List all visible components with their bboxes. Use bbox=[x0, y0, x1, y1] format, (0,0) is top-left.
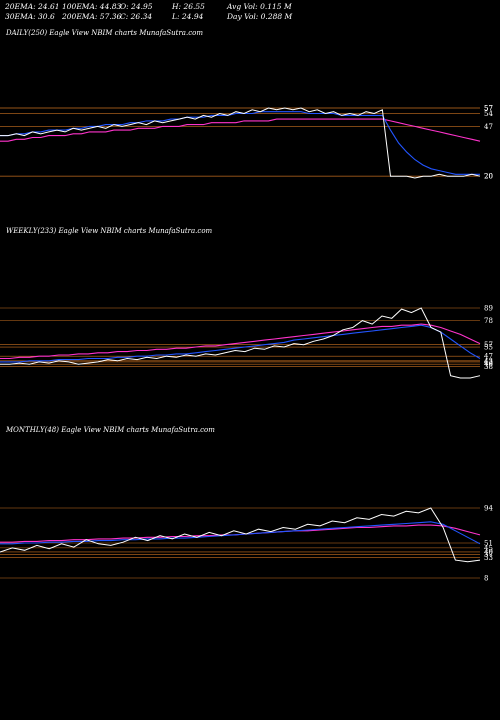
level-label: 43 bbox=[484, 357, 493, 365]
level-label: 20 bbox=[484, 173, 493, 181]
ema-short-line bbox=[0, 111, 480, 175]
level-label: 42 bbox=[484, 358, 493, 366]
avg-vol-stat: Avg Vol: 0.115 M bbox=[227, 2, 292, 11]
ema100-stat: 100EMA: 44.83 bbox=[62, 2, 122, 11]
monthly-panel-title: MONTHLY(48) Eagle View NBIM charts Munaf… bbox=[6, 426, 215, 434]
level-label: 37 bbox=[484, 551, 493, 559]
level-label: 45 bbox=[484, 544, 493, 552]
level-label: 57 bbox=[484, 341, 493, 349]
level-label: 55 bbox=[484, 344, 493, 352]
high-stat: H: 26.55 bbox=[172, 2, 205, 11]
ema30-stat: 30EMA: 30.6 bbox=[5, 12, 55, 21]
price-line bbox=[0, 307, 481, 379]
close-stat: C: 26.34 bbox=[120, 12, 153, 21]
ema-long-line bbox=[0, 118, 481, 142]
level-label: 40 bbox=[484, 361, 493, 369]
level-label: 33 bbox=[484, 554, 493, 562]
ema200-stat: 200EMA: 57.36 bbox=[62, 12, 122, 21]
ema20-stat: 20EMA: 24.61 bbox=[5, 2, 60, 11]
level-label: 54 bbox=[484, 110, 493, 118]
level-label: 94 bbox=[484, 505, 493, 513]
level-label: 8 bbox=[484, 575, 488, 583]
level-label: 57 bbox=[484, 105, 493, 113]
level-label: 78 bbox=[484, 317, 493, 325]
level-label: 47 bbox=[484, 353, 493, 361]
price-line bbox=[0, 507, 481, 563]
low-stat: L: 24.94 bbox=[172, 12, 204, 21]
weekly-panel-title: WEEKLY(233) Eagle View NBIM charts Munaf… bbox=[6, 227, 213, 235]
ema-long-line bbox=[0, 524, 481, 543]
level-label: 57 bbox=[484, 105, 493, 113]
level-label: 47 bbox=[484, 123, 493, 131]
level-label: 89 bbox=[484, 305, 493, 313]
ema-long-line bbox=[0, 323, 481, 360]
level-label: 40 bbox=[484, 548, 493, 556]
open-stat: O: 24.95 bbox=[120, 2, 153, 11]
day-vol-stat: Day Vol: 0.288 M bbox=[227, 12, 293, 21]
daily-panel-title: DAILY(250) Eagle View NBIM charts Munafa… bbox=[6, 29, 203, 37]
level-label: 20 bbox=[484, 173, 493, 181]
ema-short-line bbox=[0, 521, 481, 545]
level-label: 38 bbox=[484, 363, 493, 371]
price-line bbox=[0, 107, 481, 179]
level-label: 51 bbox=[484, 540, 493, 548]
ema-short-line bbox=[0, 324, 481, 363]
